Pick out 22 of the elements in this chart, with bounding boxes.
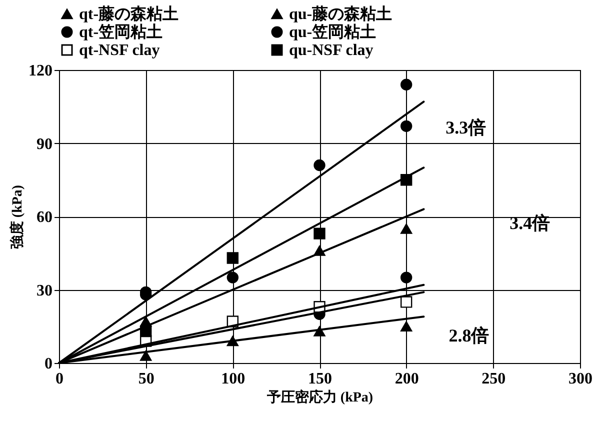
x-tick-label: 200 [394, 370, 419, 388]
x-tick-label: 150 [308, 370, 332, 388]
legend-label: qu-藤の森粘土 [289, 5, 392, 23]
legend-label: qu-笠岡粘土 [289, 23, 376, 41]
annotation: 2.8倍 [448, 326, 490, 346]
y-tick-label: 120 [28, 62, 52, 80]
annotation: 3.3倍 [446, 118, 486, 138]
x-axis-title: 予圧密応力 (kPa) [266, 388, 374, 406]
x-tick-label: 300 [568, 370, 592, 388]
y-tick-label: 0 [44, 356, 52, 372]
y-tick-label: 60 [36, 209, 52, 226]
x-tick-label: 0 [56, 370, 64, 388]
legend-label: qt-NSF clay [79, 42, 160, 59]
x-tick-label: 250 [482, 370, 506, 388]
y-axis-title: 強度 (kPa) [8, 184, 26, 250]
x-tick-label: 100 [221, 370, 246, 388]
y-tick-label: 30 [36, 282, 52, 300]
legend-label: qt-藤の森粘土 [79, 5, 179, 23]
legend-label: qu-NSF clay [289, 42, 374, 59]
legend-label: qt-笠岡粘土 [79, 23, 163, 41]
x-tick-label: 50 [138, 370, 154, 388]
y-tick-label: 90 [36, 136, 52, 153]
